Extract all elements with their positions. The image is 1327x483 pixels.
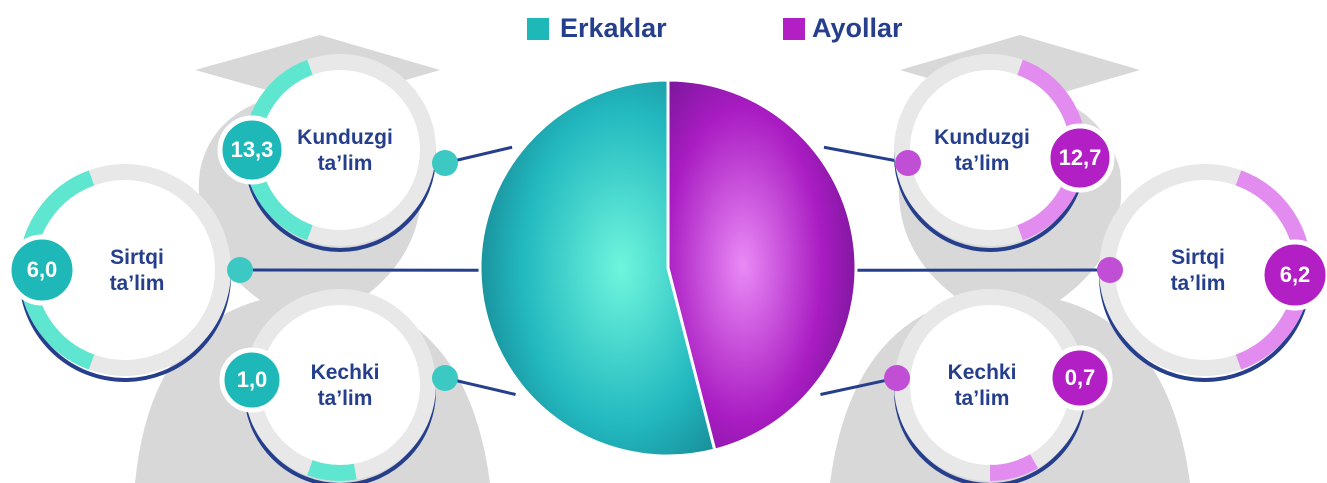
pie-slice xyxy=(478,78,717,458)
rings: Kunduzgi ta’lim 13,3 Sirtqi ta’lim 6,0 Kechki t… xyxy=(6,54,1327,483)
connector-dot xyxy=(432,150,458,176)
pie xyxy=(478,78,858,458)
item-label-line: ta’lim xyxy=(955,387,1010,410)
legend-swatch xyxy=(783,18,805,40)
item-label: Sirtqi ta’lim xyxy=(110,246,165,295)
item-label-line: ta’lim xyxy=(955,152,1010,175)
pie-slice xyxy=(666,78,858,452)
value-circle xyxy=(217,115,287,185)
legend-label: Erkaklar xyxy=(560,13,667,43)
item-label-line: ta’lim xyxy=(318,152,373,175)
value-label: 0,7 xyxy=(1065,365,1096,390)
value-label: 1,0 xyxy=(237,367,268,392)
value-circle xyxy=(1045,123,1115,193)
item-label: Sirtqi ta’lim xyxy=(1171,246,1226,295)
item-label-line: Kechki xyxy=(311,361,380,384)
item-label-line: Kunduzgi xyxy=(934,126,1030,149)
item-label-line: ta’lim xyxy=(110,272,165,295)
connector xyxy=(820,376,898,396)
value-label: 6,0 xyxy=(27,257,58,282)
connector-dot xyxy=(1097,257,1123,283)
legend-swatch xyxy=(527,18,549,40)
item-label-line: ta’lim xyxy=(1171,272,1226,295)
connector-dot xyxy=(884,365,910,391)
ring-highlight xyxy=(989,454,1038,481)
legend: Erkaklar Ayollar xyxy=(527,13,903,43)
item-label-line: Sirtqi xyxy=(1171,246,1225,269)
connector xyxy=(823,145,909,165)
value-label: 12,7 xyxy=(1059,145,1102,170)
value-circle xyxy=(1259,239,1327,311)
item-label-line: ta’lim xyxy=(318,387,373,410)
value-label: 6,2 xyxy=(1280,262,1311,287)
item-label: Kechki ta’lim xyxy=(311,361,380,410)
connector-dot xyxy=(227,257,253,283)
legend-label: Ayollar xyxy=(812,13,903,43)
item-label-line: Kunduzgi xyxy=(297,126,393,149)
connector-dot xyxy=(432,365,458,391)
value-label: 13,3 xyxy=(231,137,274,162)
ring-highlight xyxy=(307,460,357,481)
item-label-line: Sirtqi xyxy=(110,246,164,269)
item-label-line: Kechki xyxy=(948,361,1017,384)
item-label: Kunduzgi ta’lim xyxy=(297,126,393,175)
value-circle xyxy=(6,234,78,306)
item-label: Kunduzgi ta’lim xyxy=(934,126,1030,175)
connector-dot xyxy=(895,150,921,176)
item-label: Kechki ta’lim xyxy=(948,361,1017,410)
value-circle xyxy=(219,347,285,413)
value-circle xyxy=(1047,345,1113,411)
